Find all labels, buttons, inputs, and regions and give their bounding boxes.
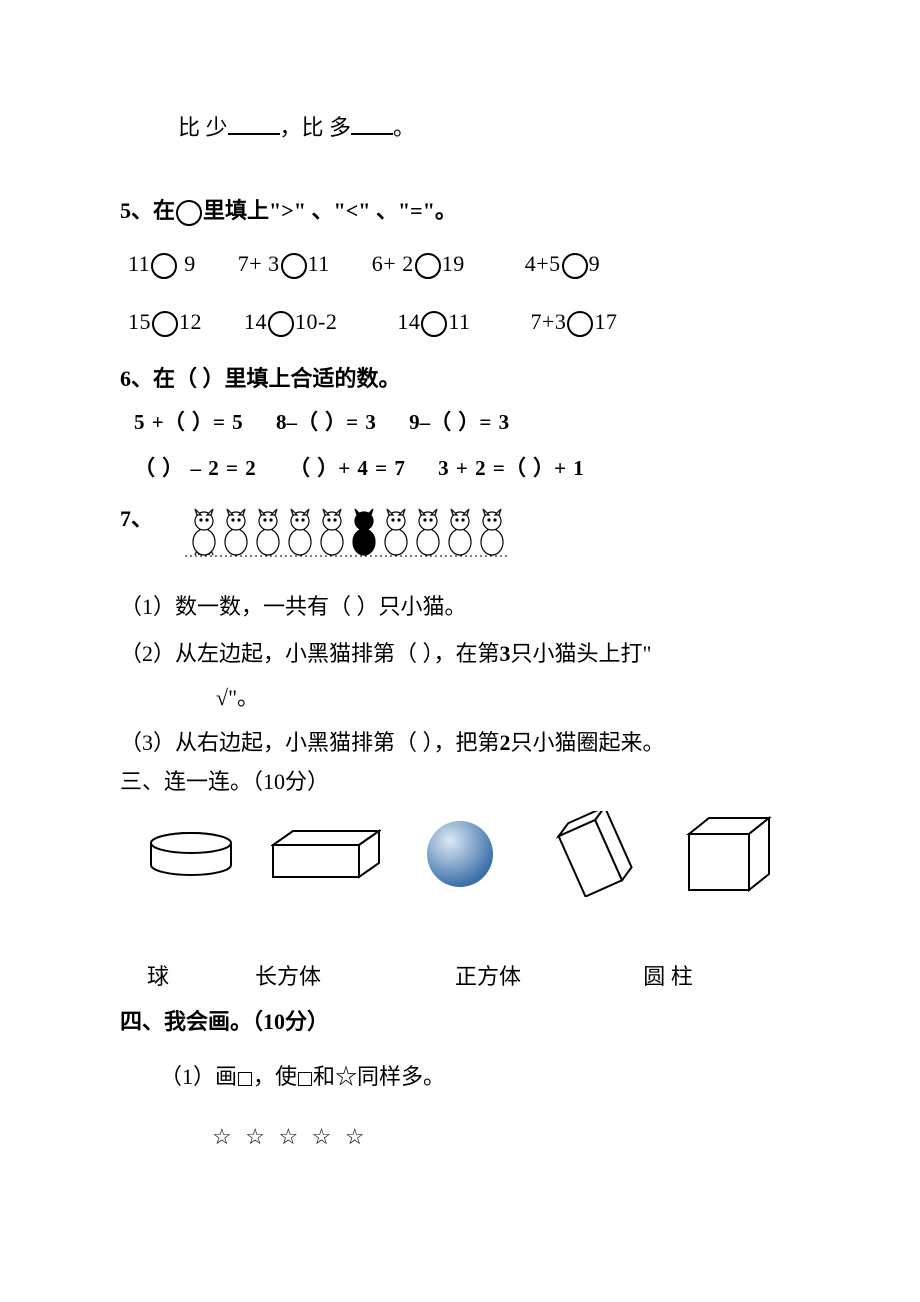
- cmp-val: 11: [128, 251, 150, 276]
- section4-sub1: （1）画 ，使和☆同样多。: [160, 1059, 800, 1094]
- label-cuboid: 长方体: [188, 959, 388, 994]
- q5-row1: 11 9 7+ 3 11 6+ 2 19 4+5 9: [128, 246, 800, 281]
- q5-row2: 15 12 14 10-2 14 11 7+3 17: [128, 304, 800, 339]
- cmp-val: 17: [594, 309, 617, 334]
- circle-icon: [176, 200, 202, 226]
- stars-row: ☆ ☆ ☆ ☆ ☆: [212, 1119, 800, 1154]
- cmp-val: 4+5: [525, 251, 561, 276]
- cmp-circle[interactable]: [151, 253, 177, 279]
- shapes-row: [136, 815, 784, 893]
- q7-number: 7、: [120, 501, 153, 536]
- shape-cylinder: [136, 815, 246, 893]
- cmp-val: 7+3: [531, 309, 567, 334]
- section4-header: 四、我会画。（10分）: [120, 1004, 800, 1039]
- q7-sub2-a: （2）从左边起，小黑猫排第（ ），在第: [120, 641, 500, 666]
- cmp-circle[interactable]: [567, 311, 593, 337]
- s4-sub1-a: （1）画: [160, 1064, 237, 1089]
- label-cube: 正方体: [388, 959, 588, 994]
- q7-sub1-text: （1）数一数，一共有（ ）只小猫。: [120, 594, 467, 619]
- cmp-circle[interactable]: [268, 311, 294, 337]
- blank-1[interactable]: [228, 113, 280, 135]
- q7-sub2-cont: √"。: [216, 680, 800, 715]
- q4-text-c: 。: [393, 115, 415, 140]
- q4-fill-blank-line: 比 少 ，比 多 。: [178, 110, 800, 145]
- label-cylinder: 圆 柱: [588, 959, 748, 994]
- shape-cuboid-flat: [271, 815, 381, 893]
- q7-sub2-b: 3: [500, 641, 511, 666]
- shape-cuboid-tilted: [540, 815, 650, 893]
- square-icon: [238, 1072, 252, 1086]
- q7-sub2: （2）从左边起，小黑猫排第（ ），在第3只小猫头上打": [120, 636, 800, 671]
- cmp-val: 14: [397, 309, 420, 334]
- q5-header-b: 里填上">" 、"<" 、"="。: [203, 198, 457, 223]
- cmp-val: 11: [308, 251, 330, 276]
- q7-sub3-c: 只小猫圈起来。: [511, 730, 665, 755]
- shape-labels: 球 长方体 正方体 圆 柱: [128, 959, 792, 994]
- q5-header-a: 5、在: [120, 198, 175, 223]
- cmp-circle[interactable]: [415, 253, 441, 279]
- cmp-val: 9: [589, 251, 601, 276]
- cmp-val: 14: [244, 309, 267, 334]
- q7-sub2-c: 只小猫头上打": [511, 641, 652, 666]
- cmp-circle[interactable]: [152, 311, 178, 337]
- q7-sub3-a: （3）从右边起，小黑猫排第（ ），把第: [120, 730, 500, 755]
- eq: 5 +（ ）= 5: [134, 410, 243, 434]
- square-icon: [298, 1072, 312, 1086]
- label-sphere: 球: [128, 959, 188, 994]
- q6-row2: （ ） – 2 = 2 （ ）+ 4 = 7 3 + 2 =（ ）+ 1: [134, 452, 800, 486]
- cmp-val: 12: [179, 309, 202, 334]
- q6-header: 6、在（ ）里填上合适的数。: [120, 361, 800, 396]
- cmp-val: 6+ 2: [372, 251, 414, 276]
- q4-text-b: ，比 多: [280, 115, 352, 140]
- cmp-circle[interactable]: [281, 253, 307, 279]
- cmp-val: 11: [448, 309, 470, 334]
- s4-sub1-c: 和☆同样多。: [313, 1064, 445, 1089]
- cmp-circle[interactable]: [421, 311, 447, 337]
- q6-row1: 5 +（ ）= 5 8–（ ）= 3 9–（ ）= 3: [134, 406, 800, 440]
- cmp-val: 19: [442, 251, 465, 276]
- q7-sub3-b: 2: [500, 730, 511, 755]
- cmp-val: 15: [128, 309, 151, 334]
- q4-text-a: 比 少: [178, 115, 228, 140]
- section3-header: 三、连一连。（10分）: [120, 764, 800, 799]
- shape-cube: [674, 815, 784, 893]
- cats-image: [181, 501, 511, 561]
- q7-sub1: （1）数一数，一共有（ ）只小猫。: [120, 589, 800, 624]
- cmp-val: 9: [178, 251, 196, 276]
- blank-2[interactable]: [351, 113, 393, 135]
- eq: （ ）+ 4 = 7: [289, 456, 405, 480]
- cmp-val: 7+ 3: [238, 251, 280, 276]
- q5-header: 5、在 里填上">" 、"<" 、"="。: [120, 193, 800, 228]
- eq: 8–（ ）= 3: [276, 410, 376, 434]
- s4-sub1-b: ，使: [253, 1064, 297, 1089]
- q7-row: 7、: [120, 501, 800, 561]
- eq: （ ） – 2 = 2: [134, 456, 256, 480]
- cmp-circle[interactable]: [562, 253, 588, 279]
- eq: 3 + 2 =（ ）+ 1: [438, 456, 584, 480]
- q7-sub3: （3）从右边起，小黑猫排第（ ），把第2只小猫圈起来。: [120, 725, 800, 760]
- cmp-val: 10-2: [295, 309, 337, 334]
- shape-sphere: [405, 815, 515, 893]
- eq: 9–（ ）= 3: [409, 410, 509, 434]
